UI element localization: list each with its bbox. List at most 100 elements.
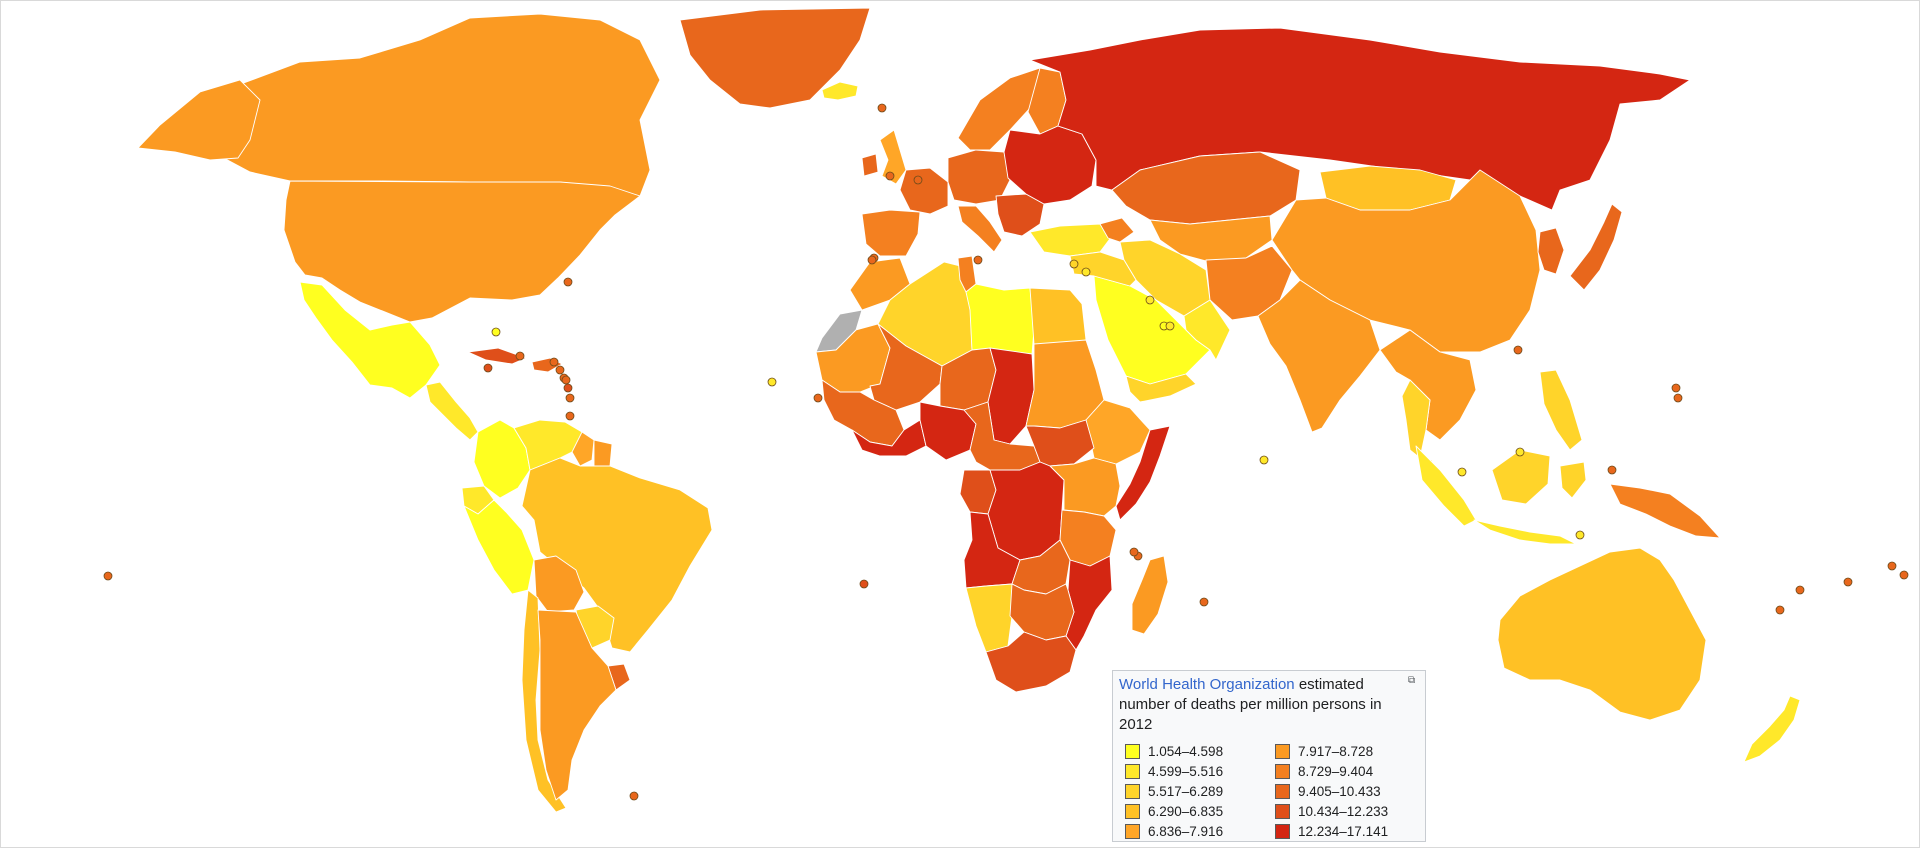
region-east-africa [1049,457,1121,517]
region-greenland [679,7,871,109]
legend-item: 7.917–8.728 [1269,741,1419,761]
region-botswana-zimbabwe [1009,583,1075,641]
island-marker [561,375,571,385]
island-marker [859,579,869,589]
legend-item: 6.290–6.835 [1119,801,1269,821]
region-colombia [473,419,531,499]
legend-column-left: 1.054–4.598 4.599–5.516 5.517–6.289 6.29… [1119,741,1269,841]
legend-title-text: estimated number of deaths per million p… [1119,676,1382,733]
region-united-states [283,180,641,323]
legend-label: 4.599–5.516 [1148,763,1224,779]
region-java [1473,519,1577,545]
region-philippines [1539,369,1583,451]
island-marker [1457,467,1467,477]
island-marker [913,175,923,185]
island-marker [1199,597,1209,607]
legend-label: 1.054–4.598 [1148,743,1224,759]
legend-item: 10.434–12.233 [1269,801,1419,821]
island-marker [629,791,639,801]
island-marker [1145,295,1155,305]
region-namibia [965,583,1013,653]
region-new-zealand [1743,695,1801,763]
region-guyana [571,431,595,467]
legend-item: 4.599–5.516 [1119,761,1269,781]
region-turkey [1029,223,1113,257]
island-marker [1607,465,1617,475]
region-south-sudan [1025,419,1095,467]
legend-label: 12.234–17.141 [1298,823,1389,839]
island-marker [1575,530,1585,540]
legend-swatch [1275,763,1290,779]
legend-columns: 1.054–4.598 4.599–5.516 5.517–6.289 6.29… [1119,741,1419,841]
island-marker [549,357,559,367]
region-new-guinea [1609,483,1721,539]
legend-swatch [1125,823,1140,839]
legend-label: 7.917–8.728 [1298,743,1374,759]
legend-swatch [1125,743,1140,759]
legend-swatch [1125,803,1140,819]
island-marker [1513,345,1523,355]
region-italy [957,205,1003,253]
legend-swatch [1275,803,1290,819]
region-yemen [1125,373,1197,403]
region-egypt [1029,287,1087,347]
legend-item: 9.405–10.433 [1269,781,1419,801]
legend-title: World Health Organization estimated numb… [1119,675,1409,735]
island-marker [1795,585,1805,595]
legend-item: 5.517–6.289 [1119,781,1269,801]
region-australia [1497,547,1707,721]
island-marker [813,393,823,403]
island-marker [1775,605,1785,615]
island-marker [1081,267,1091,277]
legend-label: 8.729–9.404 [1298,763,1374,779]
map-regions [137,7,1801,813]
island-marker [885,171,895,181]
island-marker [515,351,525,361]
region-mozambique [1065,555,1113,651]
region-peru [463,499,535,595]
region-brazil [521,457,713,653]
region-levant-iraq [1069,251,1137,287]
region-alaska [137,79,261,161]
island-marker [1899,570,1909,580]
island-marker [565,393,575,403]
region-sumatra [1415,445,1477,527]
island-marker [103,571,113,581]
region-madagascar [1131,555,1169,635]
legend-label: 10.434–12.233 [1298,803,1389,819]
legend-swatch [1275,743,1290,759]
island-marker [1843,577,1853,587]
island-marker [1165,321,1175,331]
legend-item: 12.234–17.141 [1269,821,1419,841]
legend-label: 5.517–6.289 [1148,783,1224,799]
legend-label: 9.405–10.433 [1298,783,1381,799]
map-legend: ⧉ World Health Organization estimated nu… [1112,670,1426,842]
island-marker [1069,259,1079,269]
island-marker [1673,393,1683,403]
legend-swatch [1125,783,1140,799]
region-russia [1029,27,1691,211]
region-horn-of-africa [1085,399,1151,465]
region-eastern-europe [1003,125,1097,205]
legend-item: 8.729–9.404 [1269,761,1419,781]
region-kazakhstan [1111,151,1301,225]
island-marker [555,365,565,375]
region-south-africa [985,631,1077,693]
legend-item: 1.054–4.598 [1119,741,1269,761]
island-marker [1259,455,1269,465]
legend-label: 6.836–7.916 [1148,823,1224,839]
region-suriname [593,439,613,469]
region-central-asia [1149,215,1273,263]
island-marker [1887,561,1897,571]
island-marker [483,363,493,373]
island-marker [1515,447,1525,457]
region-sulawesi [1559,461,1587,499]
region-france [899,167,949,215]
region-gulf-states [1183,299,1231,361]
island-marker [491,327,501,337]
expand-icon[interactable]: ⧉ [1408,675,1416,686]
who-link[interactable]: World Health Organization [1119,676,1295,693]
island-marker [1129,547,1139,557]
region-iceland [821,81,859,101]
